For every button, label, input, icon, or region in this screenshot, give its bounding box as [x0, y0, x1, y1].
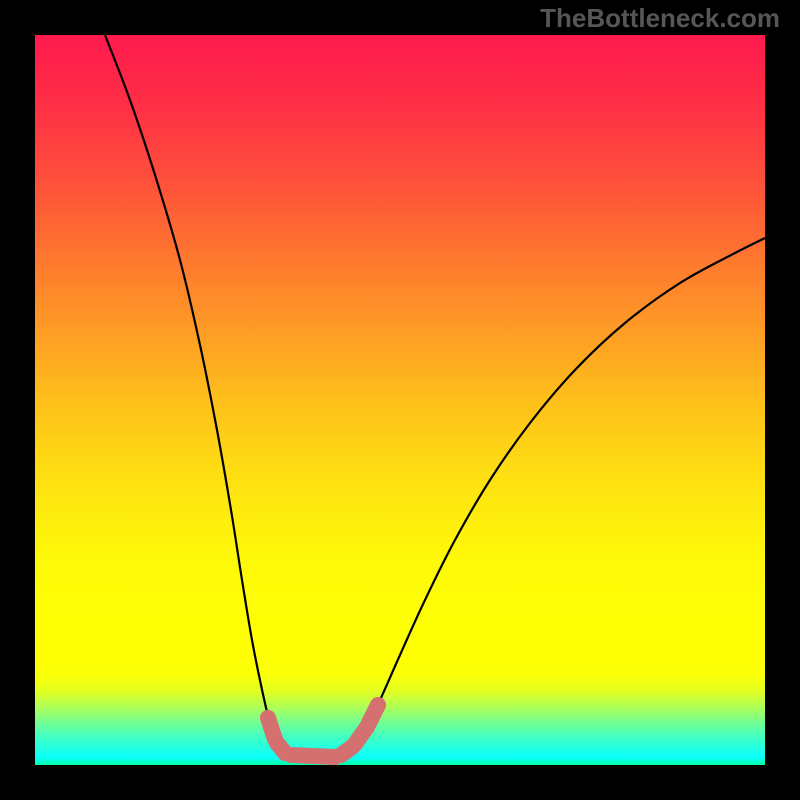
valley-marker-dot — [327, 749, 343, 765]
valley-marker-dot — [260, 710, 276, 726]
bottleneck-curve — [105, 35, 765, 758]
watermark-text: TheBottleneck.com — [540, 3, 780, 34]
curve-overlay — [35, 35, 765, 765]
plot-area — [35, 35, 765, 765]
valley-marker-dot — [344, 739, 360, 755]
valley-marker-dot — [359, 719, 375, 735]
valley-marker-dot — [267, 731, 283, 747]
valley-marker-dot — [370, 697, 386, 713]
valley-marker-dot — [277, 745, 293, 761]
